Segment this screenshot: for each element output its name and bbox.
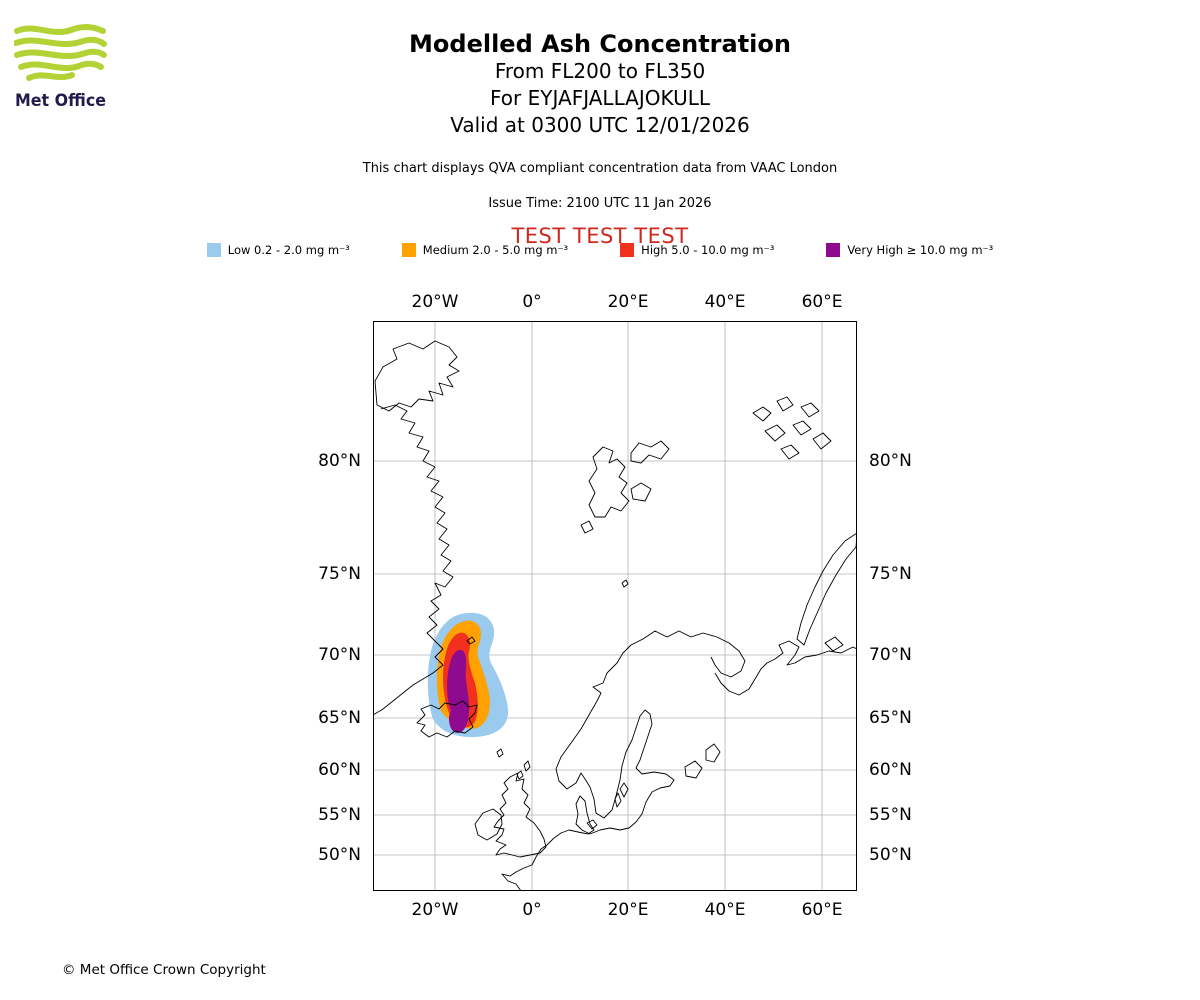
- lat-tick-label: 80°N: [869, 450, 912, 471]
- lat-tick-label: 50°N: [869, 844, 912, 865]
- lat-tick-label: 75°N: [869, 564, 912, 585]
- legend-swatch-medium: [401, 243, 416, 257]
- map-border: [373, 321, 857, 891]
- coast-shetland: [523, 760, 531, 772]
- ash-plume: [427, 612, 509, 738]
- coast-svalbard-main: [588, 446, 630, 518]
- coast-great-britain: [493, 772, 547, 858]
- coast-oland: [614, 792, 622, 808]
- coast-denmark-islands: [586, 819, 598, 830]
- map-canvas: [373, 321, 857, 891]
- copyright-notice: © Met Office Crown Copyright: [62, 962, 266, 978]
- coastlines: [373, 340, 857, 891]
- lake-ladoga: [684, 760, 703, 779]
- lat-tick-label: 65°N: [318, 708, 361, 728]
- header: Modelled Ash Concentration From FL200 to…: [0, 30, 1200, 248]
- lon-tick-label: 20°W: [411, 900, 459, 920]
- subtitle-volcano: For EYJAFJALLAJOKULL: [490, 86, 710, 110]
- coast-svalbard-edgeoya: [630, 482, 652, 502]
- logo-brand-text: Met Office: [15, 91, 106, 111]
- subtitle-flight-levels: From FL200 to FL350: [494, 59, 706, 83]
- coast-orkney: [516, 770, 524, 780]
- legend-item-low: Low 0.2 - 2.0 mg m⁻³: [206, 243, 350, 257]
- subtitle-valid-time: Valid at 0300 UTC 12/01/2026: [450, 113, 750, 137]
- lon-tick-label: 20°W: [411, 292, 459, 312]
- axis-longitude-bottom: 20°W 0° 20°E 40°E 60°E: [373, 900, 857, 922]
- lon-tick-label: 60°E: [801, 900, 843, 920]
- met-office-logo: Met Office: [14, 24, 107, 111]
- lat-tick-label: 50°N: [318, 844, 361, 865]
- legend-label-very-high: Very High ≥ 10.0 mg m⁻³: [847, 243, 994, 257]
- map-panel: 20°W 0° 20°E 40°E 60°E 20°W 0° 20°E 40°E 60°E 80…: [318, 292, 912, 920]
- legend-item-very-high: Very High ≥ 10.0 mg m⁻³: [826, 243, 993, 257]
- coast-white-sea-russia: [714, 640, 857, 696]
- coast-novaya-zemlya: [796, 532, 857, 646]
- lat-tick-label: 55°N: [318, 805, 361, 826]
- coast-jan-mayen: [466, 636, 476, 645]
- test-banner: TEST TEST TEST: [511, 224, 689, 248]
- axis-latitude-right: 80°N 75°N 70°N 65°N 60°N 55°N 50°N: [869, 321, 939, 891]
- lon-tick-label: 20°E: [607, 292, 649, 312]
- legend-label-medium: Medium 2.0 - 5.0 mg m⁻³: [422, 243, 569, 257]
- lon-tick-label: 20°E: [607, 900, 649, 920]
- coast-gotland: [619, 782, 629, 798]
- lon-tick-label: 40°E: [704, 292, 746, 312]
- axis-longitude-top: 20°W 0° 20°E 40°E 60°E: [373, 292, 857, 314]
- legend-swatch-very-high: [826, 243, 841, 257]
- logo-waves-icon: [14, 24, 107, 81]
- grid-lines: [373, 321, 857, 891]
- lon-tick-label: 0°: [522, 900, 542, 920]
- coast-iceland: [416, 700, 478, 738]
- lon-tick-label: 40°E: [704, 900, 746, 920]
- lat-tick-label: 70°N: [869, 645, 912, 666]
- page-title: Modelled Ash Concentration: [409, 30, 791, 58]
- coast-svalbard-northeast: [630, 440, 670, 464]
- coast-svalbard-south: [580, 520, 594, 534]
- coast-vaygach: [824, 636, 844, 652]
- lon-tick-label: 0°: [522, 292, 542, 312]
- coast-ireland: [474, 808, 503, 841]
- legend-label-low: Low 0.2 - 2.0 mg m⁻³: [227, 243, 350, 257]
- lat-tick-label: 70°N: [318, 645, 361, 666]
- legend: Low 0.2 - 2.0 mg m⁻³ Medium 2.0 - 5.0 mg…: [0, 243, 1200, 257]
- legend-swatch-high: [620, 243, 635, 257]
- coast-greenland-east: [373, 404, 454, 716]
- issue-time: Issue Time: 2100 UTC 11 Jan 2026: [488, 196, 712, 211]
- lat-tick-label: 60°N: [869, 759, 912, 780]
- coast-faroe-islands: [496, 748, 504, 758]
- lon-tick-label: 60°E: [801, 292, 843, 312]
- axis-latitude-left: 80°N 75°N 70°N 65°N 60°N 55°N 50°N: [291, 321, 361, 891]
- lat-tick-label: 60°N: [318, 759, 361, 780]
- legend-label-high: High 5.0 - 10.0 mg m⁻³: [641, 243, 775, 257]
- legend-item-high: High 5.0 - 10.0 mg m⁻³: [620, 243, 774, 257]
- coast-kola-peninsula: [690, 632, 746, 678]
- legend-item-medium: Medium 2.0 - 5.0 mg m⁻³: [401, 243, 569, 257]
- lat-tick-label: 65°N: [869, 708, 912, 728]
- coast-scandinavia-baltic: [501, 630, 692, 891]
- ash-contour-very-high: [447, 649, 470, 733]
- legend-swatch-low: [206, 243, 221, 257]
- coast-greenland-northeast: [374, 340, 460, 412]
- coast-bear-island: [621, 579, 629, 588]
- lat-tick-label: 75°N: [318, 564, 361, 585]
- chart-description: This chart displays QVA compliant concen…: [362, 161, 838, 176]
- lake-onega: [705, 743, 721, 763]
- coast-franz-josef-land: [752, 396, 832, 460]
- lat-tick-label: 55°N: [869, 805, 912, 826]
- lat-tick-label: 80°N: [318, 450, 361, 471]
